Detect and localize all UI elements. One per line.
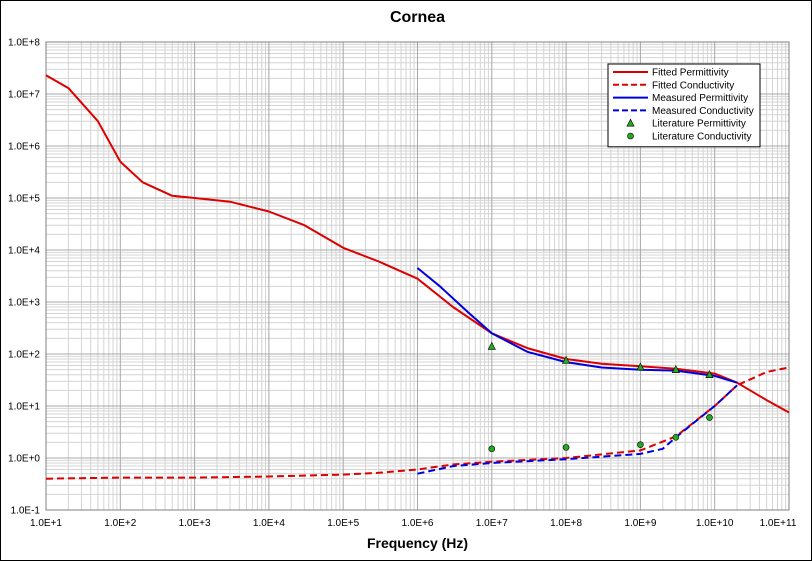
chart-title: Cornea xyxy=(390,9,445,26)
x-tick-label: 1.0E+2 xyxy=(104,518,136,529)
data-point-literature-permittivity xyxy=(487,341,496,350)
data-point-literature-conductivity xyxy=(672,434,680,441)
y-tick-label: 1.0E+4 xyxy=(8,246,40,257)
y-tick-label: 1.0E+2 xyxy=(8,350,40,361)
data-point-literature-conductivity xyxy=(488,445,496,453)
y-tick-label: 1.0E+8 xyxy=(8,38,40,49)
y-tick-label: 1.0E+3 xyxy=(8,298,40,309)
series-line-fitted-permittivity xyxy=(45,74,790,414)
y-tick-label: 1.0E+7 xyxy=(8,90,40,101)
x-tick-label: 1.0E+4 xyxy=(253,518,285,529)
legend-label-fitted-conductivity: Fitted Conductivity xyxy=(652,80,734,91)
x-axis-ticks: 1.0E+1 1.0E+2 1.0E+3 1.0E+4 1.0E+5 1.0E+6 1.0E… xyxy=(30,518,797,529)
data-point-literature-permittivity xyxy=(671,364,680,373)
legend-label-measured-conductivity: Measured Conductivity xyxy=(652,106,754,117)
legend-swatch-literature-conductivity xyxy=(627,132,634,140)
legend-label-literature-conductivity: Literature Conductivity xyxy=(652,132,752,143)
x-tick-label: 1.0E+5 xyxy=(327,518,359,529)
y-tick-label: 1.0E+0 xyxy=(8,454,40,465)
series-layer xyxy=(45,74,790,480)
legend-label-measured-permittivity: Measured Permittivity xyxy=(652,93,748,104)
x-tick-label: 1.0E+8 xyxy=(550,518,582,529)
y-tick-label: 1.0E+5 xyxy=(8,194,40,205)
plot-area-border xyxy=(45,41,790,511)
data-point-literature-conductivity xyxy=(562,444,570,451)
x-tick-label: 1.0E+11 xyxy=(760,518,797,529)
x-tick-label: 1.0E+9 xyxy=(624,518,656,529)
legend-box xyxy=(607,63,761,148)
y-axis-ticks: 1.0E-1 1.0E+0 1.0E+1 1.0E+2 1.0E+3 1.0E+4 1.0E… xyxy=(8,38,40,517)
legend-label-fitted-permittivity: Fitted Permittivity xyxy=(652,68,729,79)
data-point-literature-permittivity xyxy=(562,355,571,364)
series-line-fitted-conductivity xyxy=(45,366,790,480)
x-tick-label: 1.0E+3 xyxy=(179,518,211,529)
data-point-literature-conductivity xyxy=(706,414,713,421)
series-line-measured-conductivity xyxy=(417,384,738,475)
x-tick-label: 1.0E+6 xyxy=(402,518,434,529)
y-tick-label: 1.0E+6 xyxy=(8,142,40,153)
data-point-literature-permittivity xyxy=(705,370,714,378)
x-axis-label: Frequency (Hz) xyxy=(367,535,468,551)
data-point-literature-permittivity xyxy=(636,362,645,371)
data-point-literature-conductivity xyxy=(637,441,644,449)
legend-swatch-literature-permittivity xyxy=(626,118,635,127)
y-tick-label: 1.0E+1 xyxy=(8,402,40,413)
x-tick-label: 1.0E+7 xyxy=(476,518,508,529)
y-tick-label: 1.0E-1 xyxy=(11,506,41,517)
legend-label-literature-permittivity: Literature Permittivity xyxy=(652,119,746,130)
x-tick-label: 1.0E+1 xyxy=(30,518,62,529)
x-tick-label: 1.0E+10 xyxy=(696,518,734,529)
